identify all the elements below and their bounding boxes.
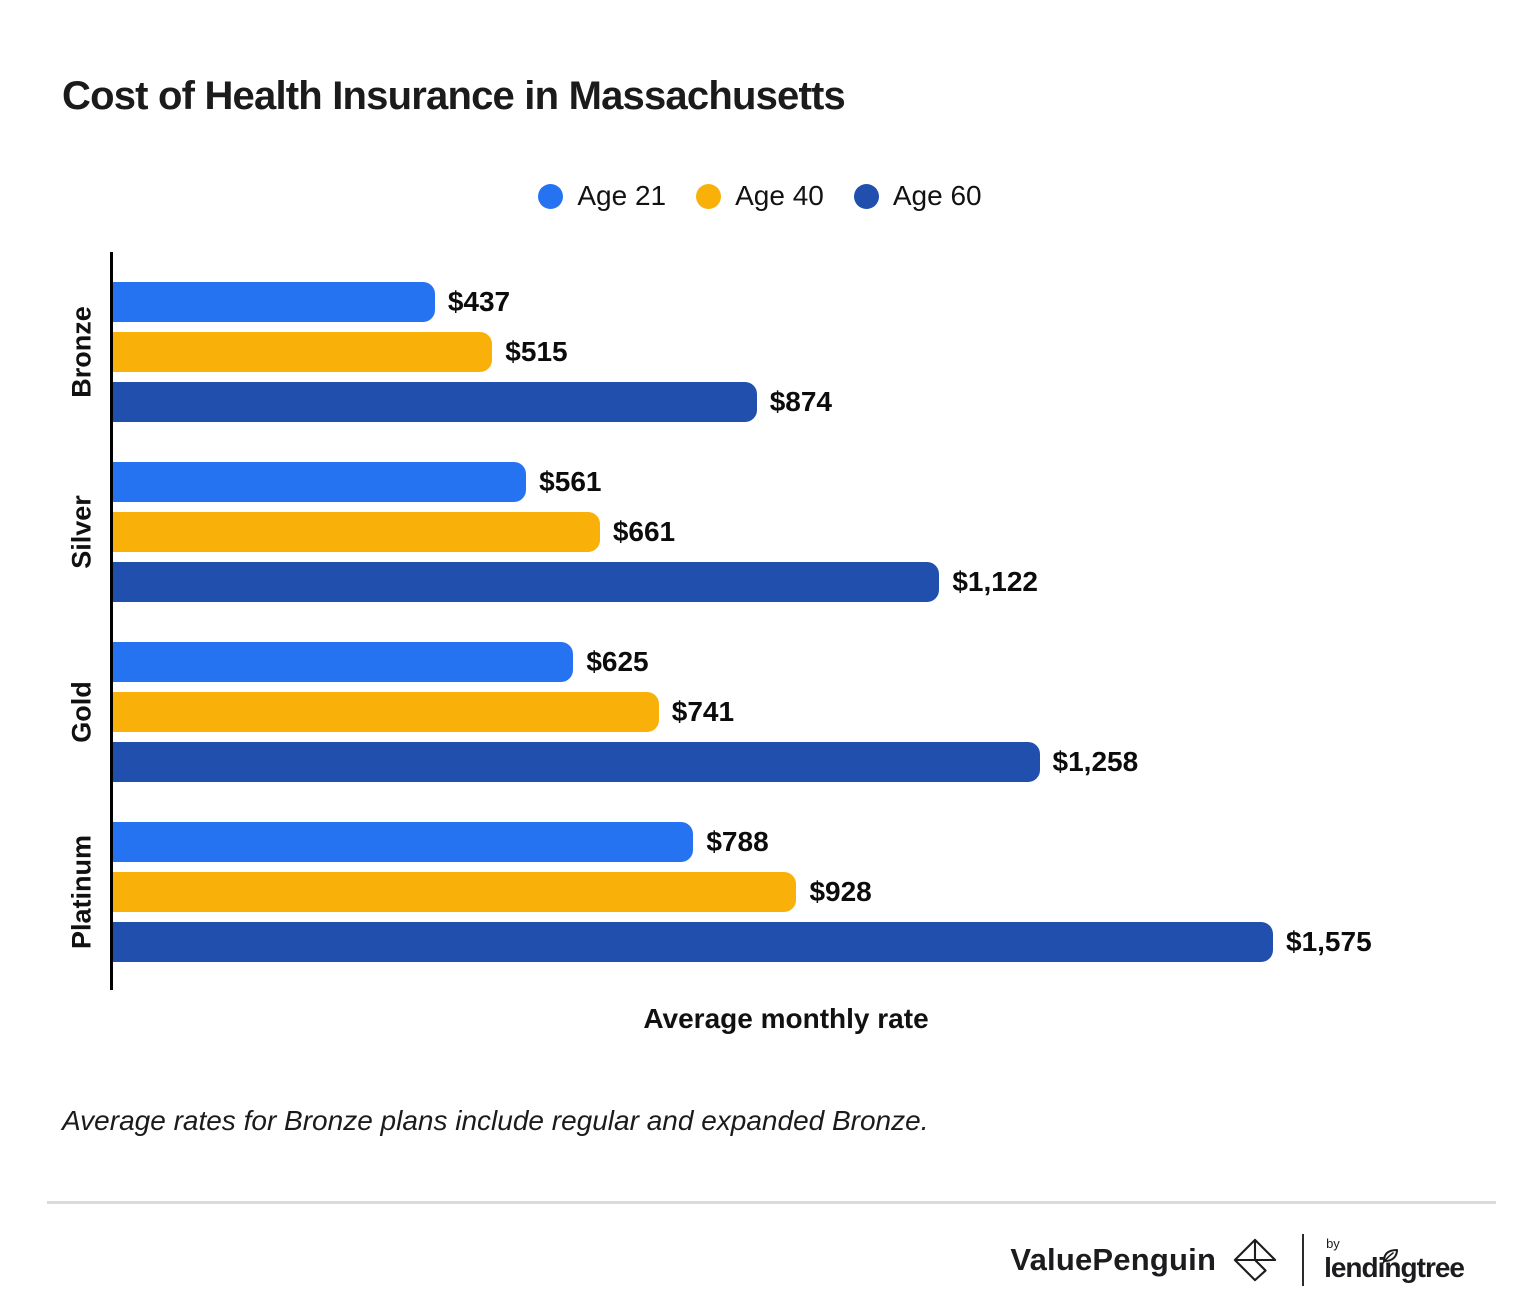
legend-dot-age-40-icon [696,183,722,209]
chart-title: Cost of Health Insurance in Massachusett… [62,74,846,118]
category-label-silver: Silver [66,495,97,569]
bar-bronze-age21: $437 [113,282,510,322]
bar-value-label: $1,122 [952,566,1038,597]
bar-gold-age60: $1,258 [113,742,1138,782]
chart-legend: Age 21 Age 40 Age 60 [0,180,1520,212]
legend-item-age-21: Age 21 [538,180,666,212]
bar-row: $561 [113,462,1273,502]
bar-group-platinum: $788 $928 $1,575 [113,822,1372,962]
bar-platinum-age40: $928 [113,872,872,912]
by-label: by [1326,1236,1340,1251]
bar-platinum-age21: $788 [113,822,769,862]
bar-silver-age21: $561 [113,462,601,502]
bar-row: $1,258 [113,742,1273,782]
x-axis-label: Average monthly rate [643,1003,929,1034]
bar-value-label: $515 [505,336,568,367]
bars-area: $437 $515 $874 $561 [113,282,1372,1002]
bar-row: $625 [113,642,1273,682]
divider-line [47,1201,1496,1204]
category-label-platinum: Platinum [66,834,97,950]
footnote-text: Average rates for Bronze plans include r… [62,1105,929,1136]
legend-item-age-60: Age 60 [853,180,982,212]
bar-value-label: $561 [539,466,602,497]
footer-divider [1302,1234,1305,1286]
bar-value-label: $928 [809,876,872,907]
bar-value-label: $874 [769,386,832,417]
legend-dot-age-60-icon [853,183,879,209]
legend-label-age-60: Age 60 [892,180,982,211]
bar-value-label: $625 [586,646,649,677]
bar-row: $874 [113,382,1273,422]
bar-value-label: $1,575 [1286,926,1372,957]
bar-group-silver: $561 $661 $1,122 [113,462,1273,602]
bar-row: $788 [113,822,1273,862]
bar-gold-age40: $741 [113,692,734,732]
valuepenguin-origami-icon [1232,1237,1278,1283]
valuepenguin-wordmark: ValuePenguin [1010,1242,1217,1277]
lendingtree-logo: by lendingtree [1324,1236,1465,1284]
bar-value-label: $661 [612,516,676,547]
bar-row: $741 [113,692,1273,732]
bar-group-gold: $625 $741 $1,258 [113,642,1273,782]
bar-row: $661 [113,512,1273,552]
bar-row: $1,122 [113,562,1273,602]
bar-gold-age21: $625 [113,642,649,682]
legend-dot-age-21-icon [538,183,564,209]
bar-platinum-age60: $1,575 [113,922,1372,962]
legend-item-age-40: Age 40 [696,180,824,212]
bar-row: $928 [113,872,1273,912]
legend-label-age-21: Age 21 [577,180,667,211]
bar-row: $1,575 [113,922,1372,962]
bar-chart: Bronze Silver Gold Platinum $437 $515 [67,252,1410,990]
bar-bronze-age40: $515 [113,332,568,372]
bar-value-label: $1,258 [1052,746,1139,777]
lendingtree-wordmark: lendingtree [1324,1239,1465,1284]
y-axis-line [110,252,113,990]
footer-branding: ValuePenguin by lendingtree [1010,1234,1465,1286]
bar-silver-age60: $1,122 [113,562,1038,602]
leaf-icon [1381,1239,1400,1264]
category-label-gold: Gold [66,681,97,743]
bar-silver-age40: $661 [113,512,675,552]
legend-label-age-40: Age 40 [735,180,824,211]
bar-group-bronze: $437 $515 $874 [113,282,1273,422]
bar-bronze-age60: $874 [113,382,832,422]
bar-row: $437 [113,282,1273,322]
bar-value-label: $788 [706,826,769,857]
bar-value-label: $437 [447,286,511,317]
category-label-bronze: Bronze [66,306,97,398]
bar-row: $515 [113,332,1273,372]
bar-value-label: $741 [671,696,735,727]
